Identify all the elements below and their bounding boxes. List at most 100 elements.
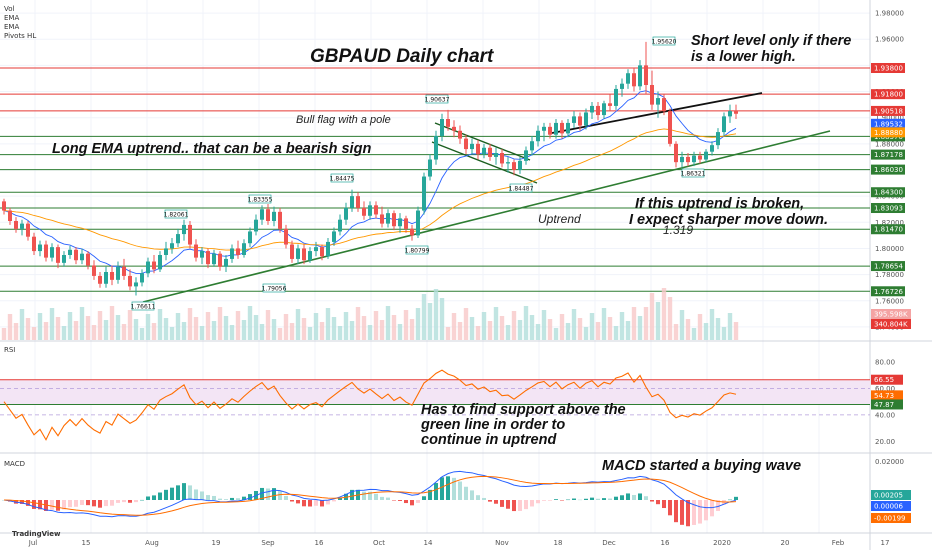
candle-body: [410, 228, 414, 236]
rsi-annotation-3: continue in uptrend: [421, 432, 557, 448]
volume-bar: [235, 311, 241, 340]
macd-histogram-bar: [320, 500, 324, 507]
level-price-label: 1.87178: [874, 151, 903, 159]
pivot-tag-box: [248, 194, 272, 204]
volume-bar: [649, 293, 655, 340]
annotation-short-level-1: Short level only if there: [691, 33, 851, 49]
price-tick: 1.80000: [875, 245, 904, 253]
volume-bar: [253, 315, 259, 340]
candle-body: [686, 156, 690, 163]
trend-lines: [142, 92, 831, 303]
level-price-label: 1.81470: [874, 226, 903, 234]
candle-body: [380, 214, 384, 224]
macd-histogram-bar: [116, 500, 120, 503]
level-price-label: 1.76726: [874, 288, 903, 296]
candle-body: [362, 207, 366, 216]
candle-body: [482, 147, 486, 155]
volume-bar: [475, 326, 481, 340]
time-tick: 15: [82, 539, 91, 547]
macd-histogram-bar: [416, 500, 420, 503]
volume-bar: [43, 322, 49, 340]
volume-bar: [115, 315, 121, 340]
volume-bar: [175, 313, 181, 340]
annotation-ema-uptrend: Long EMA uptrend.. that can be a bearish…: [52, 141, 371, 157]
candle-body: [182, 224, 186, 235]
macd-histogram-bar: [584, 498, 588, 500]
candle-body: [572, 116, 576, 123]
rsi-level-badge: [871, 390, 903, 401]
macd-histogram-bar: [248, 494, 252, 500]
volume-bar: [457, 322, 463, 340]
candle-body: [242, 243, 246, 255]
annotation-uptrend-break-2: I expect sharper move down.: [629, 212, 828, 228]
volume-bar: [85, 316, 91, 340]
macd-histogram-bar: [104, 500, 108, 507]
level-price-badge: [871, 261, 905, 272]
macd-histogram-bar: [188, 485, 192, 500]
candle-body: [674, 143, 678, 163]
volume-bar: [679, 310, 685, 340]
pivot-tag-box: [330, 173, 354, 183]
candle-body: [110, 272, 114, 280]
volume-bar: [73, 321, 79, 340]
macd-histogram-bar: [734, 496, 738, 500]
level-price-badge: [871, 164, 905, 175]
pivot-tag-box: [652, 36, 676, 46]
volume-bar: [127, 310, 133, 340]
volume-bar: [97, 311, 103, 340]
candle-body: [494, 153, 498, 157]
volume-bar: [607, 317, 613, 340]
level-price-label: 1.90518: [874, 107, 903, 115]
macd-histogram-bar: [86, 500, 90, 506]
macd-histogram-bar: [578, 499, 582, 501]
volume-bar: [277, 328, 283, 340]
macd-histogram-bar: [644, 496, 648, 500]
volume-bar: [415, 308, 421, 340]
volume-bar: [667, 297, 673, 340]
neckline: [551, 92, 763, 134]
macd-histogram-bar: [650, 500, 654, 502]
candle-body: [644, 65, 648, 85]
volume-bars: [1, 288, 739, 340]
volume-bar: [289, 323, 295, 340]
volume-bar: [61, 326, 67, 340]
candle-body: [332, 231, 336, 242]
price-extra-label: 1.89532: [874, 120, 903, 128]
time-tick: 20: [781, 539, 790, 547]
macd-histogram-bar: [182, 483, 186, 500]
candle-body: [86, 253, 90, 266]
candle-body: [614, 88, 618, 106]
rsi-line: [3, 369, 737, 441]
level-price-label: 1.83093: [874, 205, 903, 213]
price-extra-label: 1.88880: [874, 129, 903, 137]
macd-histogram-bar: [230, 497, 234, 500]
candle-body: [596, 105, 600, 116]
macd-histogram-bar: [74, 500, 78, 507]
pivot-tag-box: [262, 283, 286, 293]
candle-body: [638, 65, 642, 87]
candle-body: [74, 249, 78, 261]
candle-body: [254, 219, 258, 232]
macd-histogram-bar: [542, 500, 546, 501]
volume-bar: [481, 312, 487, 340]
rsi-tick: 40.00: [875, 411, 895, 419]
volume-bar: [631, 307, 637, 340]
volume-bar: [715, 318, 721, 340]
macd-histogram-bar: [128, 500, 132, 503]
candle-body: [338, 219, 342, 232]
time-tick: Feb: [832, 539, 845, 547]
macd-histogram-bar: [404, 500, 408, 504]
pivot-tag-box: [131, 301, 155, 311]
pivot-tag-label: 1.82061: [164, 211, 189, 218]
pivot-tag-label: 1.76611: [131, 303, 156, 310]
candle-body: [92, 265, 96, 276]
volume-bar: [397, 324, 403, 340]
macd-histogram-bar: [632, 494, 636, 500]
volume-bar: [307, 327, 313, 340]
macd-histogram-bar: [494, 500, 498, 504]
volume-bar: [403, 310, 409, 340]
macd-line: [3, 470, 737, 518]
time-tick: 16: [315, 539, 324, 547]
candle-body: [152, 261, 156, 270]
